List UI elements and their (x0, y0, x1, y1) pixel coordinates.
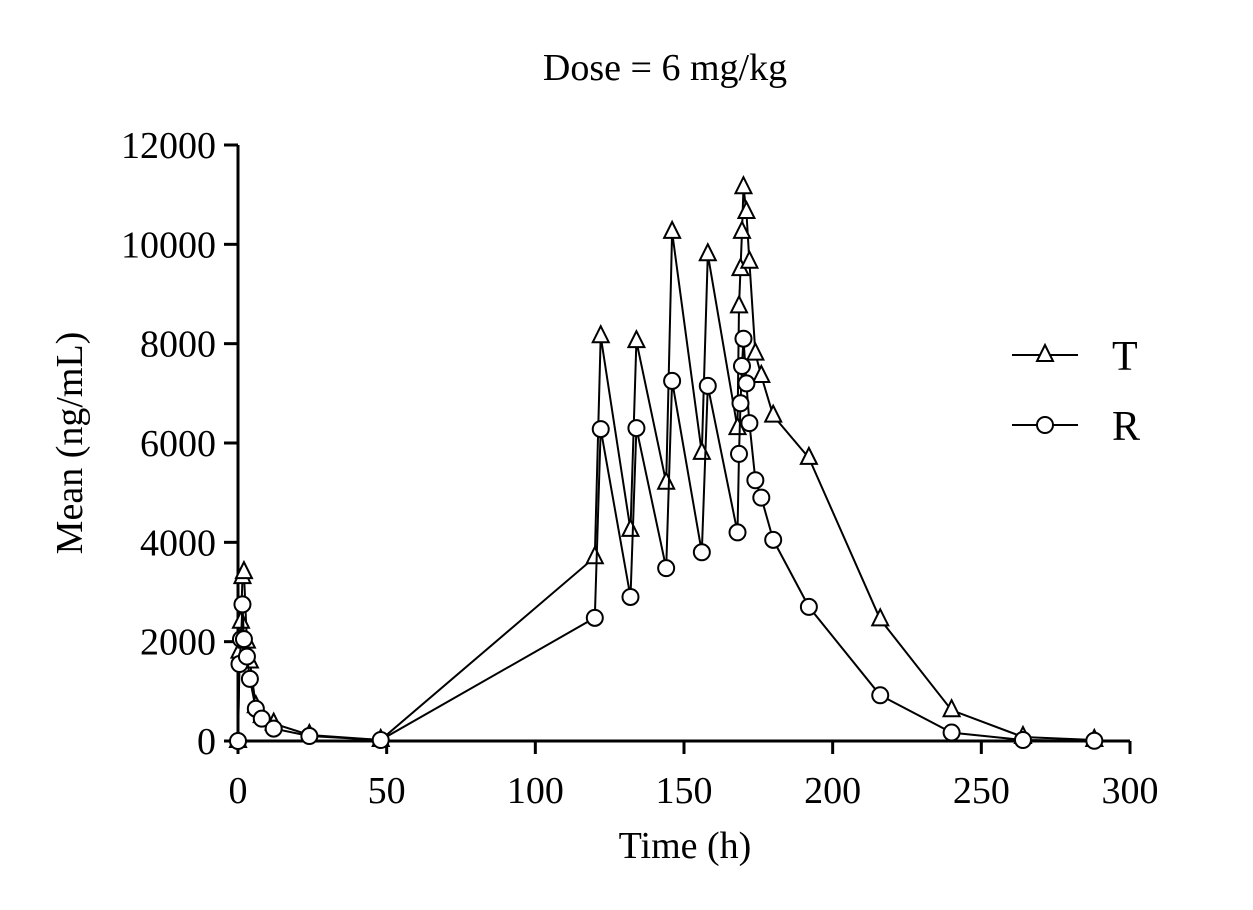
data-point-T (692, 440, 712, 460)
data-point-R (233, 595, 252, 614)
data-point-R (731, 394, 750, 413)
data-point-T (941, 697, 962, 718)
legend-label: R (1112, 404, 1140, 450)
x-tick-label: 200 (804, 770, 861, 812)
data-point-R (942, 723, 961, 742)
data-point-T (751, 363, 771, 383)
data-point-T (729, 294, 749, 314)
data-point-T (763, 403, 783, 423)
x-tick-label: 150 (656, 770, 713, 812)
legend-item-R: R (1012, 404, 1140, 450)
data-point-R (229, 732, 247, 750)
series-layer (228, 174, 1104, 750)
x-tick-label: 300 (1102, 770, 1159, 812)
data-point-T (234, 559, 254, 580)
data-point-R (1085, 731, 1104, 750)
data-point-T (626, 328, 647, 349)
data-point-T (732, 219, 752, 239)
data-point-R (621, 587, 640, 606)
legend-label: T (1112, 334, 1138, 380)
data-point-R (799, 597, 818, 616)
data-point-T (739, 249, 760, 269)
data-point-R (871, 686, 890, 705)
y-tick-label: 6000 (140, 423, 216, 465)
data-point-T (585, 544, 605, 565)
legend-marker (1035, 342, 1055, 362)
data-point-R (627, 419, 646, 438)
data-point-R (240, 669, 259, 688)
data-point-T (870, 607, 890, 627)
data-point-R (234, 630, 253, 649)
y-tick-label: 10000 (121, 224, 216, 266)
y-tick-label: 2000 (140, 622, 216, 664)
data-point-T (662, 219, 682, 239)
x-axis-title: Time (h) (619, 825, 752, 867)
chart-title: Dose = 6 mg/kg (543, 47, 787, 89)
data-point-R (252, 709, 271, 728)
data-point-R (692, 543, 711, 562)
data-point-R (730, 444, 749, 463)
y-axis-title: Mean (ng/mL) (49, 332, 91, 555)
data-point-R (737, 374, 756, 393)
data-point-T (656, 470, 676, 490)
data-point-T (745, 341, 765, 361)
data-point-R (728, 523, 747, 542)
legend-marker (1036, 416, 1054, 434)
y-tick-label: 4000 (140, 522, 216, 564)
data-point-R (585, 608, 604, 627)
data-point-R (663, 371, 682, 390)
y-ticks: 0 2000 4000 6000 8000 10000 12000 (121, 125, 238, 763)
series-T (228, 174, 1104, 748)
data-point-R (746, 471, 765, 490)
data-point-R (1013, 731, 1032, 750)
data-point-T (591, 323, 611, 344)
data-point-R (734, 329, 753, 348)
data-point-R (732, 357, 751, 376)
x-tick-label: 50 (368, 770, 406, 812)
x-tick-label: 250 (953, 770, 1010, 812)
legend-item-T: T (1012, 334, 1138, 380)
data-point-R (740, 414, 759, 433)
data-point-R (698, 376, 717, 395)
data-point-T (733, 174, 754, 195)
y-tick-label: 0 (197, 721, 216, 763)
data-point-R (264, 719, 283, 738)
data-point-R (764, 530, 783, 549)
x-ticks: 0 50 100 150 200 250 300 (229, 741, 1159, 812)
data-point-R (752, 488, 771, 507)
data-point-T (698, 242, 718, 262)
y-tick-label: 8000 (140, 324, 216, 366)
series-R (229, 329, 1104, 750)
data-point-R (657, 559, 676, 578)
x-tick-label: 100 (507, 770, 564, 812)
data-point-R (237, 647, 256, 666)
series-line-R (237, 338, 1095, 742)
data-point-T (620, 517, 641, 537)
data-point-T (736, 199, 757, 220)
data-point-T (799, 445, 819, 465)
x-tick-label: 0 (229, 770, 248, 812)
legend: TR (1012, 334, 1140, 450)
series-line-T (237, 187, 1095, 742)
axes (236, 145, 1130, 743)
data-point-R (371, 731, 390, 750)
y-tick-label: 12000 (121, 125, 216, 167)
data-point-R (300, 727, 319, 746)
data-point-R (591, 420, 610, 439)
